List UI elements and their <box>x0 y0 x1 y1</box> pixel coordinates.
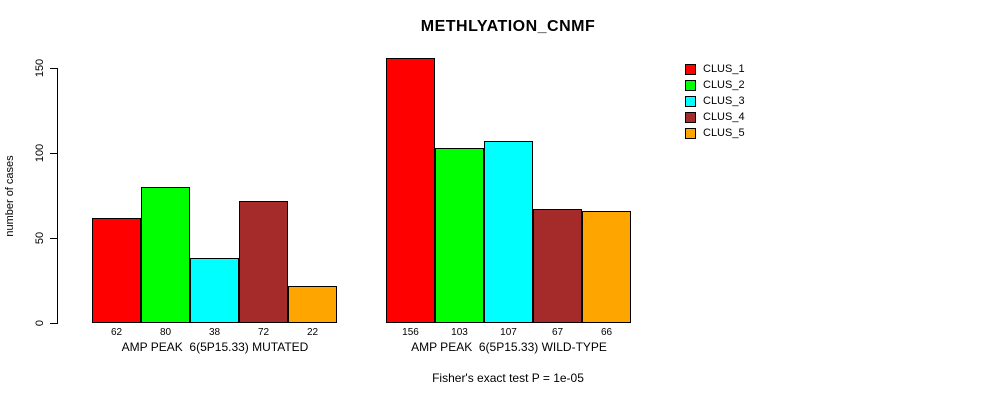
x-axis-group-label: AMP PEAK 6(5P15.33) WILD-TYPE <box>411 340 607 354</box>
y-axis-tick-label: 150 <box>34 58 46 78</box>
legend-entry-clus_2: CLUS_2 <box>685 77 745 93</box>
legend-entry-clus_3: CLUS_3 <box>685 93 745 109</box>
bar-clus_1-group2 <box>386 58 435 323</box>
legend-entry-clus_4: CLUS_4 <box>685 109 745 125</box>
bar-clus_2-group2 <box>435 148 484 323</box>
bar-clus_3-group2 <box>484 141 533 323</box>
bar-value-label: 80 <box>159 327 172 338</box>
x-axis-group-label: AMP PEAK 6(5P15.33) MUTATED <box>121 340 309 354</box>
bar-value-label: 103 <box>451 327 468 338</box>
bar-value-label: 62 <box>110 327 123 338</box>
bar-clus_4-group1 <box>239 201 288 323</box>
bar-value-label: 66 <box>600 327 613 338</box>
legend-label: CLUS_1 <box>703 62 745 75</box>
y-axis-tick <box>50 238 57 239</box>
bar-clus_5-group2 <box>582 211 631 323</box>
legend-label: CLUS_2 <box>703 78 745 91</box>
bar-value-label: 72 <box>257 327 270 338</box>
y-axis-line <box>57 68 58 324</box>
bar-value-label: 38 <box>208 327 221 338</box>
y-axis-tick <box>50 153 57 154</box>
legend-swatch-icon <box>685 95 696 107</box>
y-axis-tick-label: 100 <box>34 143 46 163</box>
legend-entry-clus_5: CLUS_5 <box>685 125 745 141</box>
chart-title: METHLYATION_CNMF <box>420 18 596 35</box>
y-axis-tick-label: 0 <box>34 319 46 327</box>
bar-clus_1-group1 <box>92 218 141 323</box>
bar-value-label: 156 <box>402 327 419 338</box>
legend-swatch-icon <box>685 111 696 123</box>
bar-clus_4-group2 <box>533 209 582 323</box>
legend-swatch-icon <box>685 79 696 91</box>
legend-swatch-icon <box>685 63 696 75</box>
legend-label: CLUS_5 <box>703 126 745 139</box>
bar-value-label: 22 <box>306 327 319 338</box>
legend-swatch-icon <box>685 127 696 139</box>
y-axis-tick <box>50 68 57 69</box>
y-axis-tick-label: 50 <box>34 231 46 245</box>
fisher-test-annotation: Fisher's exact test P = 1e-05 <box>432 371 584 385</box>
legend-label: CLUS_3 <box>703 94 745 107</box>
bar-clus_5-group1 <box>288 286 337 323</box>
legend-entry-clus_1: CLUS_1 <box>685 61 745 77</box>
y-axis-tick <box>50 323 57 324</box>
bar-value-label: 107 <box>500 327 517 338</box>
legend-label: CLUS_4 <box>703 110 745 123</box>
bar-value-label: 67 <box>551 327 564 338</box>
y-axis-title: number of cases <box>4 155 16 237</box>
bar-clus_3-group1 <box>190 258 239 323</box>
bar-clus_2-group1 <box>141 187 190 323</box>
